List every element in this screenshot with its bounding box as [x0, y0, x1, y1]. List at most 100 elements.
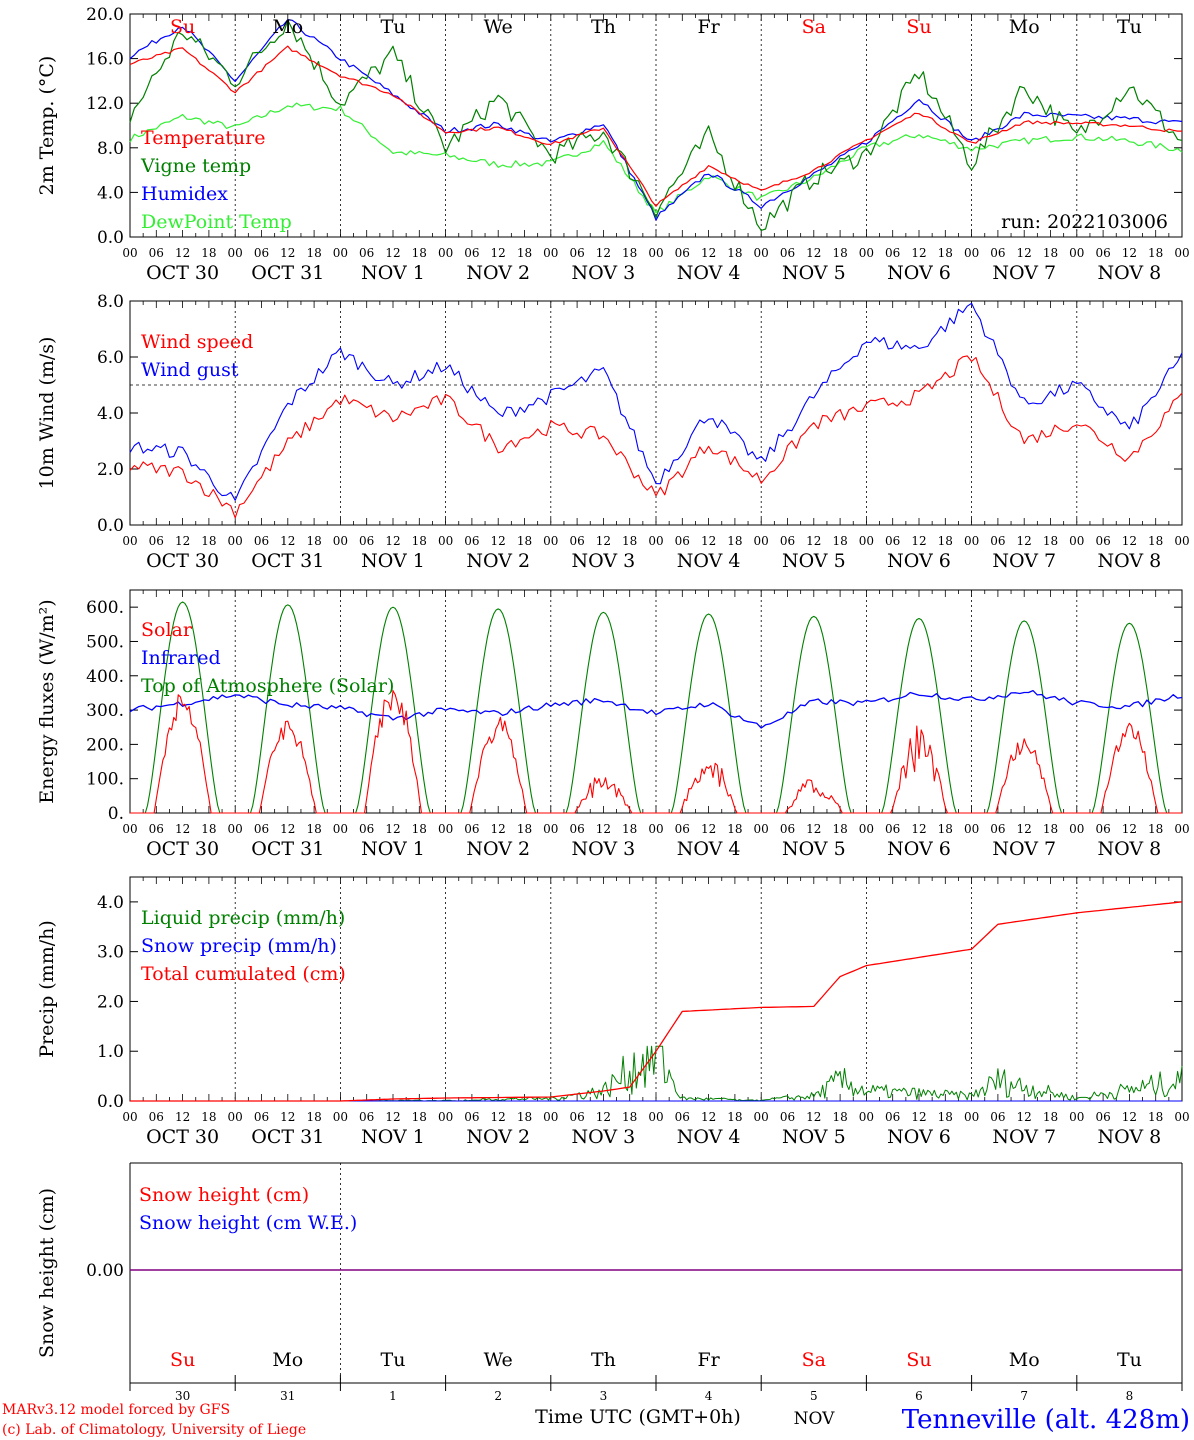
hour-label: 12: [491, 246, 506, 260]
day-label: NOV 1: [361, 550, 425, 572]
hour-label: 18: [727, 246, 742, 260]
day-label: NOV 5: [782, 550, 846, 572]
hour-label: 00: [438, 534, 453, 548]
day-label: NOV 5: [782, 1126, 846, 1148]
hour-label: 12: [491, 822, 506, 836]
day-number: 7: [1020, 1389, 1028, 1403]
day-label: NOV 3: [572, 550, 636, 572]
panel-5: 0.00 Snow height (cm) Snow height (cm) Snow…: [36, 1162, 1183, 1429]
hour-label: 06: [780, 534, 795, 548]
weekday-label: Th: [591, 1349, 616, 1371]
hour-label: 06: [359, 822, 374, 836]
hour-label: 12: [596, 246, 611, 260]
panel-3: 00 06 12 18 00 06 12 18 00 06 12 18 00 06 12 18 00 06 12 18…: [36, 589, 1190, 860]
hour-label: 12: [1017, 1110, 1032, 1124]
series-line: [129, 302, 1183, 501]
weekday-label: Th: [591, 16, 616, 38]
legend-entry: Snow height (cm): [139, 1184, 309, 1206]
weekday-label: Mo: [272, 16, 303, 38]
series-line: [129, 45, 1182, 207]
weekday-label: Tu: [381, 1349, 406, 1371]
y-tick-label: 100.: [86, 770, 124, 790]
y-tick-label: 200.: [86, 735, 124, 755]
legend-entry: Vigne temp: [140, 155, 251, 177]
hour-label: 06: [254, 1110, 269, 1124]
series-line: [129, 689, 1183, 729]
day-label: NOV 4: [677, 838, 741, 860]
hour-label: 12: [911, 1110, 926, 1124]
day-label: NOV 1: [361, 838, 425, 860]
hour-label: 00: [1069, 1110, 1084, 1124]
day-label: NOV 7: [992, 838, 1056, 860]
hour-label: 06: [254, 822, 269, 836]
day-number: 3: [600, 1389, 608, 1403]
hour-label: 00: [122, 1110, 137, 1124]
hour-label: 06: [675, 246, 690, 260]
hour-label: 12: [1122, 1110, 1137, 1124]
hour-label: 00: [438, 822, 453, 836]
weekday-label: Tu: [1117, 1349, 1142, 1371]
hour-label: 12: [280, 246, 295, 260]
hour-label: 18: [517, 822, 532, 836]
day-label: NOV 7: [992, 550, 1056, 572]
hour-label: 00: [1069, 534, 1084, 548]
hour-label: 06: [780, 246, 795, 260]
model-credit: MARv3.12 model forced by GFS: [2, 1402, 230, 1418]
day-number: 4: [705, 1389, 713, 1403]
y-tick-label: 300.: [86, 701, 124, 721]
hour-label: 06: [990, 246, 1005, 260]
legend-entry: DewPoint Temp: [141, 211, 292, 233]
hour-label: 06: [149, 1110, 164, 1124]
day-label: OCT 30: [146, 550, 219, 572]
day-label: NOV 7: [992, 1126, 1056, 1148]
hour-label: 06: [464, 1110, 479, 1124]
day-label: NOV 2: [466, 262, 530, 284]
hour-label: 00: [228, 822, 243, 836]
hour-label: 00: [964, 1110, 979, 1124]
y-tick-label: 0.00: [86, 1261, 124, 1281]
y-tick-label: 4.0: [97, 404, 124, 424]
legend-entry: Solar: [141, 619, 193, 641]
day-number: 30: [175, 1389, 190, 1403]
hour-label: 18: [832, 246, 847, 260]
day-label: NOV 3: [572, 1126, 636, 1148]
legend-entry: Humidex: [141, 183, 228, 205]
hour-label: 12: [701, 1110, 716, 1124]
hour-label: 00: [648, 534, 663, 548]
hour-label: 18: [1043, 1110, 1058, 1124]
hour-label: 12: [175, 1110, 190, 1124]
month-label: NOV: [794, 1409, 836, 1429]
weekday-label: Su: [906, 1349, 931, 1371]
hour-label: 00: [333, 246, 348, 260]
hour-label: 18: [306, 534, 321, 548]
day-number: 31: [280, 1389, 295, 1403]
hour-label: 18: [201, 1110, 216, 1124]
hour-label: 12: [1122, 534, 1137, 548]
hour-label: 06: [359, 246, 374, 260]
hour-label: 00: [333, 534, 348, 548]
hour-label: 06: [1095, 534, 1110, 548]
hour-label: 06: [569, 1110, 584, 1124]
hour-label: 18: [832, 534, 847, 548]
hour-label: 06: [359, 1110, 374, 1124]
day-label: OCT 31: [251, 1126, 324, 1148]
y-tick-label: 2.0: [97, 992, 124, 1012]
hour-label: 12: [1017, 246, 1032, 260]
day-number: 2: [494, 1389, 502, 1403]
hour-label: 06: [675, 1110, 690, 1124]
hour-label: 18: [201, 822, 216, 836]
day-label: NOV 1: [361, 262, 425, 284]
y-tick-label: 4.0: [97, 183, 124, 203]
day-label: NOV 3: [572, 262, 636, 284]
series-line: [129, 19, 1183, 231]
y-tick-label: 1.0: [97, 1042, 124, 1062]
hour-label: 00: [1069, 822, 1084, 836]
hour-label: 06: [1095, 1110, 1110, 1124]
hour-label: 06: [885, 534, 900, 548]
hour-label: 06: [464, 534, 479, 548]
hour-label: 18: [412, 822, 427, 836]
hour-label: 00: [1174, 822, 1189, 836]
hour-label: 12: [596, 822, 611, 836]
hour-label: 18: [938, 534, 953, 548]
